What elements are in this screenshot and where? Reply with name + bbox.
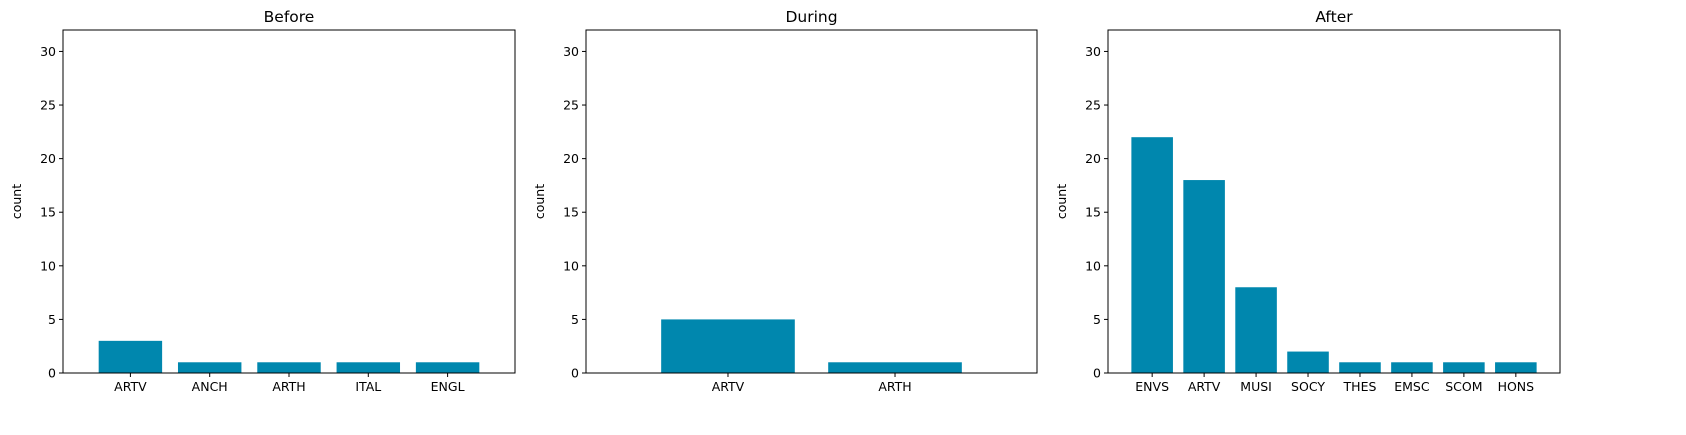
x-tick-label: ARTV: [712, 379, 745, 394]
panel-title: During: [785, 8, 837, 26]
x-tick-label: ARTH: [272, 379, 305, 394]
y-tick-label: 20: [1085, 151, 1101, 166]
bar-artv: [1183, 180, 1225, 373]
y-tick-label: 0: [1093, 366, 1101, 381]
bar-envs: [1131, 137, 1173, 373]
y-tick-label: 10: [1085, 258, 1101, 273]
bar-thes: [1339, 362, 1381, 373]
panel-before: Before count 0 5 10 15 20 25 30 ARTV ANCH ARTH ITA…: [9, 8, 516, 394]
x-tick-label: SCOM: [1445, 379, 1482, 394]
panel-during: During count 0 5 10 15 20 25 30 ARTV ARTH: [532, 8, 1038, 394]
bar-anch: [177, 362, 242, 373]
y-tick-label: 15: [1085, 205, 1101, 220]
panel-title: Before: [264, 8, 315, 26]
bar-hons: [1495, 362, 1537, 373]
y-tick-label: 20: [40, 151, 56, 166]
bar-emsc: [1391, 362, 1433, 373]
x-tick-label: MUSI: [1240, 379, 1272, 394]
y-tick-label: 0: [48, 366, 56, 381]
x-tick-label: ARTV: [1188, 379, 1221, 394]
panel-title: After: [1315, 8, 1353, 26]
bar-artv: [98, 340, 163, 373]
y-tick-label: 15: [563, 205, 579, 220]
y-tick-label: 5: [571, 312, 579, 327]
x-tick-label: HONS: [1498, 379, 1535, 394]
y-tick-label: 20: [563, 151, 579, 166]
x-tick-label: ARTH: [878, 379, 911, 394]
y-tick-label: 10: [563, 258, 579, 273]
y-axis-label: count: [9, 184, 24, 219]
plot-frame: [1107, 29, 1561, 374]
plot-frame: [62, 29, 516, 374]
y-tick-label: 0: [571, 366, 579, 381]
bar-musi: [1235, 287, 1277, 373]
y-tick-label: 5: [1093, 312, 1101, 327]
plot-frame: [585, 29, 1038, 374]
bar-ital: [336, 362, 401, 373]
y-tick-label: 15: [40, 205, 56, 220]
y-axis-label: count: [1054, 184, 1069, 219]
y-tick-label: 10: [40, 258, 56, 273]
bar-scom: [1443, 362, 1485, 373]
y-tick-label: 25: [1085, 98, 1101, 113]
y-tick-label: 30: [40, 44, 56, 59]
x-tick-label: ANCH: [192, 379, 228, 394]
bar-engl: [415, 362, 480, 373]
bar-socy: [1287, 351, 1329, 373]
bar-arth: [257, 362, 321, 373]
y-tick-label: 5: [48, 312, 56, 327]
x-tick-label: SOCY: [1291, 379, 1325, 394]
y-tick-label: 30: [563, 44, 579, 59]
bar-artv: [661, 319, 795, 373]
x-tick-label: ENGL: [431, 379, 465, 394]
y-axis-label: count: [532, 184, 547, 219]
x-tick-label: EMSC: [1394, 379, 1430, 394]
bar-arth: [828, 362, 962, 373]
y-tick-label: 25: [40, 98, 56, 113]
x-tick-label: ARTV: [114, 379, 147, 394]
panel-after: After count 0 5 10 15 20 25 30 ENVS ARTV MUSI SOCY…: [1054, 8, 1561, 394]
x-tick-label: ITAL: [355, 379, 381, 394]
x-tick-label: THES: [1343, 379, 1377, 394]
y-tick-label: 30: [1085, 44, 1101, 59]
x-tick-label: ENVS: [1135, 379, 1169, 394]
y-tick-label: 25: [563, 98, 579, 113]
